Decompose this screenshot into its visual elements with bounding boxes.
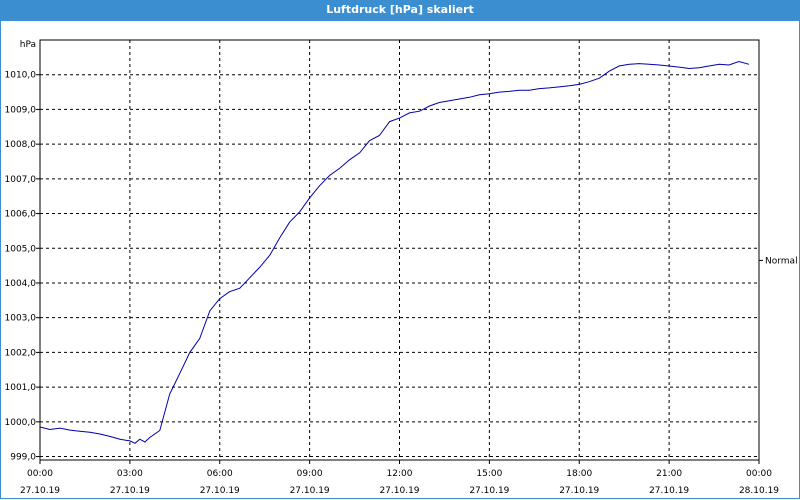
x-tick-date-label: 27.10.19	[649, 486, 689, 496]
y-tick-label: 1008,0	[5, 140, 37, 150]
y-tick-label: 1002,0	[5, 348, 37, 358]
y-tick-label: 1001,0	[5, 383, 37, 393]
x-tick-date-label: 27.10.19	[559, 486, 599, 496]
y-tick-label: 1009,0	[5, 105, 37, 115]
y-tick-label: 1004,0	[5, 279, 37, 289]
x-tick-time-label: 15:00	[476, 469, 502, 479]
x-tick-time-label: 18:00	[566, 469, 592, 479]
pressure-series-line	[39, 60, 750, 444]
x-tick-time-label: 06:00	[207, 469, 233, 479]
x-tick-date-label: 27.10.19	[20, 486, 60, 496]
y-tick-label: 1007,0	[5, 175, 37, 185]
x-tick-date-label: 28.10.19	[739, 486, 779, 496]
chart-title: Luftdruck [hPa] skaliert	[0, 0, 800, 21]
y-axis-label: hPa	[20, 40, 36, 50]
x-tick-time-label: 21:00	[656, 469, 682, 479]
x-tick-time-label: 00:00	[27, 469, 53, 479]
x-tick-time-label: 03:00	[117, 469, 143, 479]
x-axis-ticks: 00:00 27.10.19 03:00 27.10.19 06:00 27.10.19 0…	[20, 460, 779, 496]
y-tick-label: 1005,0	[5, 244, 37, 254]
x-tick-date-label: 27.10.19	[200, 486, 240, 496]
x-tick-time-label: 12:00	[387, 469, 413, 479]
x-tick-time-label: 00:00	[746, 469, 772, 479]
x-tick-date-label: 27.10.19	[110, 486, 150, 496]
normal-marker: Normal	[759, 256, 798, 266]
y-axis-ticks: 999,0 1000,0 1001,0 1002,0 1003,0 1004,0 1005,…	[5, 71, 40, 463]
normal-label: Normal	[765, 256, 798, 266]
x-tick-time-label: 09:00	[297, 469, 323, 479]
grid-lines	[40, 40, 759, 460]
y-tick-label: 1000,0	[5, 418, 37, 428]
y-tick-label: 1006,0	[5, 210, 37, 220]
y-tick-label: 1003,0	[5, 314, 37, 324]
x-tick-date-label: 27.10.19	[379, 486, 419, 496]
y-tick-label: 1010,0	[5, 71, 37, 81]
x-tick-date-label: 27.10.19	[469, 486, 509, 496]
y-tick-label: 999,0	[10, 453, 36, 463]
x-tick-date-label: 27.10.19	[290, 486, 330, 496]
